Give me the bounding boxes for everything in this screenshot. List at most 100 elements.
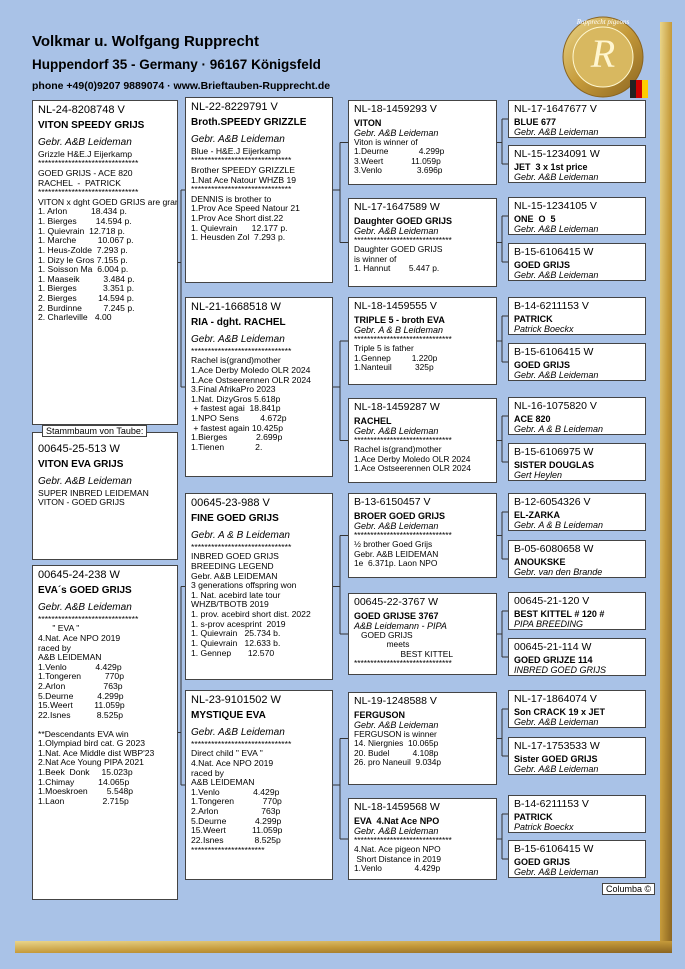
address: Huppendorf 35 - Germany · 96167 Königsfe… xyxy=(32,57,321,72)
info-line: ****************************** xyxy=(354,529,452,540)
info-line: 4.Nat. Ace NPO 2019 xyxy=(191,757,274,768)
info-line: DENNIS is brother to xyxy=(191,193,272,204)
info-line: GOED GRIJS xyxy=(354,629,413,640)
info-line: 1. Dizy le Gros 7.155 p. xyxy=(38,254,128,265)
pedigree-box: NL-21-1668518 W RIA - dght. RACHEL Gebr. A… xyxy=(185,297,333,477)
info-line: 1. Bierges 3.351 p. xyxy=(38,283,135,294)
breeder: Gebr. A&B Leideman xyxy=(514,126,599,137)
breeder: Gebr. A & B Leideman xyxy=(354,324,444,335)
info-line: 4.Nat. Ace pigeon NPO xyxy=(354,844,441,855)
ring-number: NL-15-1234091 W xyxy=(514,148,600,160)
pigeon-name: FINE GOED GRIJS xyxy=(191,513,279,525)
pigeon-name: Daughter GOED GRIJS xyxy=(354,215,453,226)
info-line: 4.Nat. Ace NPO 2019 xyxy=(38,632,121,643)
pedigree-box: NL-17-1864074 V Son CRACK 19 x JET Gebr. A… xyxy=(508,690,646,728)
pedigree-box: B-12-6054326 V EL-ZARKA Gebr. A & B Leidem… xyxy=(508,493,646,531)
pigeon-name: BROER GOED GRIJS xyxy=(354,510,446,521)
info-line: 1. Quievrain 12.633 b. xyxy=(191,637,281,648)
ring-number: NL-15-1234105 V xyxy=(514,200,597,212)
info-line: 22.Isnes 8.525p xyxy=(191,834,281,845)
info-line: 1.Deurne 4.299p xyxy=(354,146,445,157)
info-line: 1.Prov Ace Short dist.22 xyxy=(191,213,284,224)
ring-number: NL-23-9101502 W xyxy=(191,694,281,706)
breeder: Gebr. A&B Leideman xyxy=(354,719,439,730)
pigeon-name: BEST KITTEL # 120 # xyxy=(514,608,605,619)
pedigree-box: NL-23-9101502 W MYSTIQUE EVA Gebr. A&B Lei… xyxy=(185,690,333,880)
pedigree-box: NL-18-1459568 W EVA 4.Nat Ace NPO Gebr. A&… xyxy=(348,798,497,880)
ring-number: NL-18-1459293 V xyxy=(354,103,437,115)
pigeon-name: VITON EVA GRIJS xyxy=(38,459,124,471)
flag xyxy=(642,80,648,98)
pigeon-name: ACE 820 xyxy=(514,413,551,424)
info-line: RACHEL - PATRICK xyxy=(38,177,121,188)
ring-number: 00645-21-120 V xyxy=(514,595,590,607)
info-line: **Descendants EVA win xyxy=(38,728,129,739)
info-line: 1. Quievrain 25.734 b. xyxy=(191,628,281,639)
contact: phone +49(0)9207 9889074 · www.Brieftaub… xyxy=(32,80,331,92)
info-line: BREEDING LEGEND xyxy=(191,560,274,571)
info-line: SUPER INBRED LEIDEMAN xyxy=(38,487,149,498)
ring-number: B-13-6150457 V xyxy=(354,496,431,508)
info-line: 1. Quievrain 12.177 p. xyxy=(191,222,288,233)
pigeon-name: GOED GRIJZE 114 xyxy=(514,654,593,665)
pedigree-box: NL-18-1459555 V TRIPLE 5 - broth EVA Gebr.… xyxy=(348,297,497,385)
ring-number: B-12-6054326 V xyxy=(514,496,591,508)
ring-number: NL-22-8229791 V xyxy=(191,101,278,113)
info-line: A&B LEIDEMAN xyxy=(191,777,255,788)
info-line: 3.Weert 11.059p xyxy=(354,155,441,166)
ring-number: NL-17-1753533 W xyxy=(514,740,600,752)
pedigree-box: NL-15-1234105 V ONE O 5 Gebr. A&B Leideman xyxy=(508,197,646,235)
info-line: Blue - H&E.J Eijerkamp xyxy=(191,145,281,156)
info-line: ****************************** xyxy=(191,345,292,356)
info-line: 1. Maaseik 3.484 p. xyxy=(38,273,135,284)
box-label: Stammbaum von Taube: xyxy=(42,425,148,437)
info-line: 1e 6.371p. Laon NPO xyxy=(354,558,438,569)
breeder: Patrick Boeckx xyxy=(514,821,574,832)
info-line: Viton is winner of xyxy=(354,136,418,147)
pigeon-name: VITON xyxy=(354,117,382,128)
info-line: 1.Venlo 4.429p xyxy=(354,863,441,874)
info-line: ****************************** xyxy=(38,613,139,624)
info-line: meets xyxy=(354,639,410,650)
info-line: 1.Prov Ace Speed Natour 21 xyxy=(191,203,300,214)
pedigree-box: 00645-21-114 W GOED GRIJZE 114 INBRED GOED… xyxy=(508,638,646,676)
pigeon-name: PATRICK xyxy=(514,811,553,822)
info-line: 15.Weert 11.059p xyxy=(191,825,283,836)
pedigree-box: 00645-24-238 W EVA´s GOED GRIJS Gebr. A&B … xyxy=(32,565,178,900)
info-line: Gebr. A&B LEIDEMAN xyxy=(354,548,439,559)
info-line: ****************************** xyxy=(354,834,452,845)
info-line: Brother SPEEDY GRIZZLE xyxy=(191,164,295,175)
info-line: VITON x dght GOED GRIJS are grandparents xyxy=(38,196,177,207)
pigeon-name: FERGUSON xyxy=(354,709,406,720)
pedigree-box: 00645-22-3767 W GOED GRIJSE 3767 A&B Leide… xyxy=(348,593,497,675)
info-line: + fastest agai 18.841p xyxy=(191,403,281,414)
info-line: Gebr. A&B LEIDEMAN xyxy=(191,570,278,581)
pigeon-name: GOED GRIJS xyxy=(514,259,571,270)
pedigree-box: NL-17-1647589 W Daughter GOED GRIJS Gebr. … xyxy=(348,198,497,287)
info-line: 15.Weert 11.059p xyxy=(38,700,125,711)
info-line: raced by xyxy=(191,767,224,778)
info-line: Daughter GOED GRIJS xyxy=(354,244,443,255)
info-line: 2.Nat Ace Young PIPA 2021 xyxy=(38,757,144,768)
ring-number: 00645-22-3767 W xyxy=(354,596,439,608)
breeder: Gebr. A&B Leideman xyxy=(191,133,285,145)
info-line: VITON - GOED GRIJS xyxy=(38,497,125,508)
pigeon-name: Son CRACK 19 x JET xyxy=(514,706,606,717)
pigeon-name: Sister GOED GRIJS xyxy=(514,753,598,764)
breeder: Gebr. A&B Leideman xyxy=(191,726,285,738)
title: Volkmar u. Wolfgang Rupprecht xyxy=(32,33,259,50)
info-line: 1. s-prov acesprint 2019 xyxy=(191,618,286,629)
info-line: + fastest again 10.425p xyxy=(191,422,283,433)
info-line: 1. Bierges 14.594 p. xyxy=(38,216,132,227)
breeder: Gebr. A & B Leideman xyxy=(514,519,604,530)
ring-number: B-14-6211153 V xyxy=(514,798,589,810)
ring-number: 00645-23-988 V xyxy=(191,497,270,509)
breeder: Gebr. A&B Leideman xyxy=(354,520,439,531)
info-line: WHZB/TBOTB 2019 xyxy=(191,599,269,610)
info-line: 1.Laon 2.715p xyxy=(38,795,129,806)
info-line: 5.Deurne 4.299p xyxy=(38,690,124,701)
info-line: 2. Bierges 14.594 p. xyxy=(38,293,135,304)
gold-frame xyxy=(15,941,672,953)
ring-number: B-15-6106415 W xyxy=(514,843,594,855)
info-line: Direct child " EVA " xyxy=(191,748,263,759)
